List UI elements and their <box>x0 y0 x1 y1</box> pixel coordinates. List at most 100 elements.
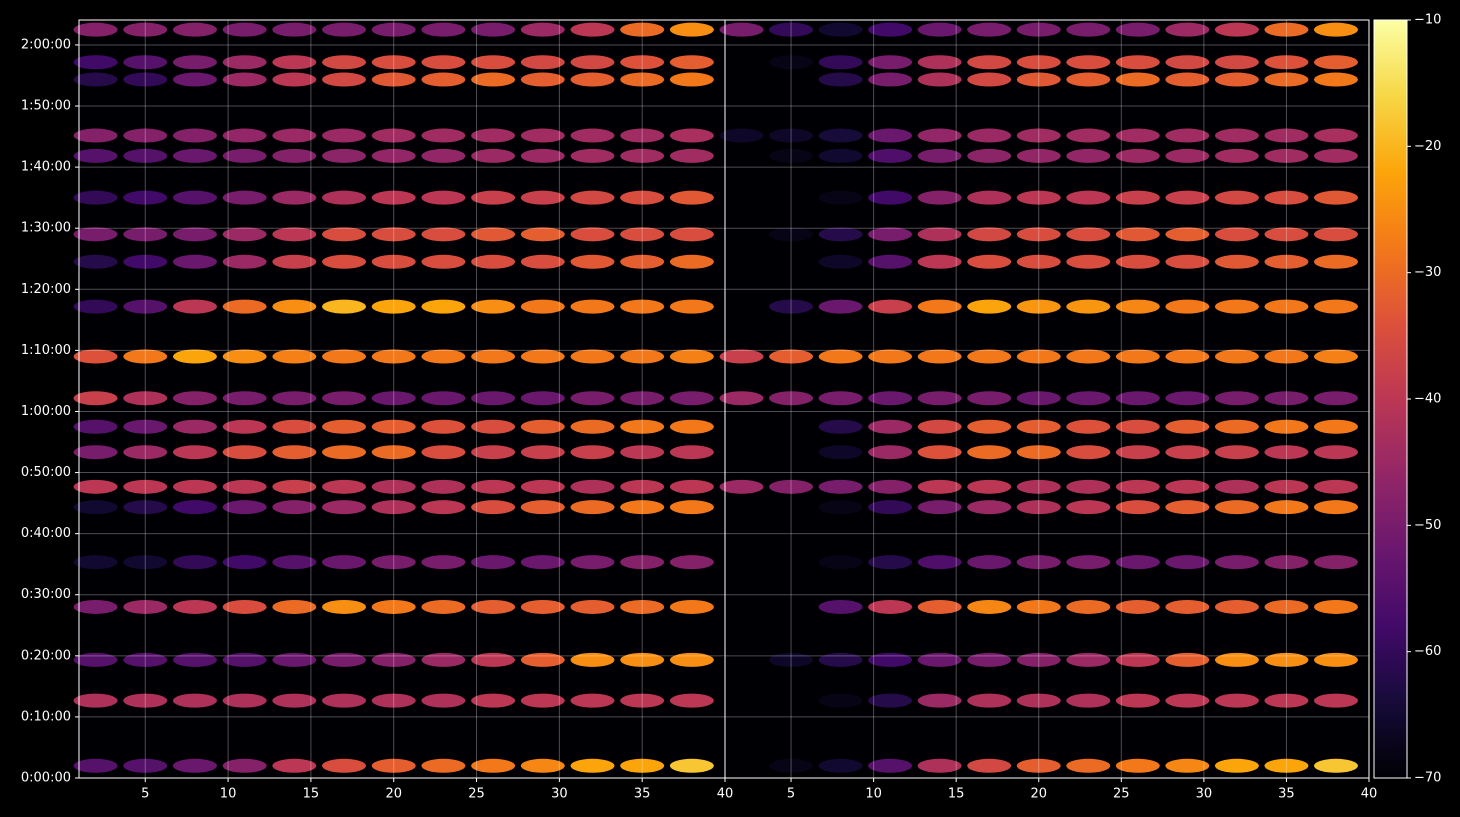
heat-cell <box>471 693 516 708</box>
heat-cell <box>1264 72 1309 87</box>
heat-cell <box>1115 72 1160 87</box>
heat-cell <box>719 445 764 460</box>
heat-cell <box>769 445 814 460</box>
heat-cell <box>322 555 367 570</box>
heat-cell <box>1264 55 1309 70</box>
heat-cell <box>371 190 416 205</box>
y-tick-label: 0:30:00 <box>21 587 71 602</box>
heat-cell <box>620 555 665 570</box>
heat-cell <box>172 693 217 708</box>
heat-cell <box>222 391 267 406</box>
heat-cell <box>421 128 466 143</box>
heat-cell <box>1165 500 1210 515</box>
heat-cell <box>719 299 764 314</box>
heat-cell <box>222 299 267 314</box>
heat-cell <box>520 128 565 143</box>
heat-cell <box>272 299 317 314</box>
heat-cell <box>967 22 1012 37</box>
heat-cell <box>520 479 565 494</box>
heat-cell <box>967 299 1012 314</box>
heat-cell <box>1016 445 1061 460</box>
heat-cell <box>1115 227 1160 242</box>
heat-cell <box>719 652 764 667</box>
x-tick-label: 30 <box>551 787 568 802</box>
heat-cell <box>73 227 118 242</box>
heat-cell <box>371 599 416 614</box>
heat-cell <box>1066 128 1111 143</box>
heat-cell <box>719 190 764 205</box>
heat-cell <box>520 599 565 614</box>
heat-cell <box>1165 693 1210 708</box>
heat-cell <box>1016 128 1061 143</box>
heat-cell <box>1165 391 1210 406</box>
colorbar-tick-label: −20 <box>1414 139 1441 154</box>
heat-cell <box>769 555 814 570</box>
heat-cell <box>172 419 217 434</box>
heat-cell <box>818 22 863 37</box>
heat-cell <box>719 599 764 614</box>
heat-cell <box>371 72 416 87</box>
heat-cell <box>272 479 317 494</box>
heat-cell <box>172 299 217 314</box>
heat-cell <box>570 445 615 460</box>
heat-cell <box>719 419 764 434</box>
heat-cell <box>818 652 863 667</box>
heat-cell <box>1115 500 1160 515</box>
heat-cell <box>1165 227 1210 242</box>
heat-cell <box>570 599 615 614</box>
heat-cell <box>520 227 565 242</box>
heat-cell <box>272 55 317 70</box>
heat-cell <box>222 500 267 515</box>
heat-cell <box>620 445 665 460</box>
heat-cell <box>1115 299 1160 314</box>
heat-cell <box>1066 299 1111 314</box>
heat-cell <box>719 500 764 515</box>
heat-cell <box>73 254 118 269</box>
heat-cell <box>371 652 416 667</box>
heat-cell <box>520 500 565 515</box>
heat-cell <box>1165 419 1210 434</box>
heat-cell <box>868 128 913 143</box>
heat-cell <box>967 693 1012 708</box>
heat-cell <box>967 254 1012 269</box>
heat-cell <box>172 479 217 494</box>
heat-cell <box>520 652 565 667</box>
heat-cell <box>421 652 466 667</box>
y-tick-label: 2:00:00 <box>21 37 71 52</box>
heat-cell <box>967 479 1012 494</box>
heat-cell <box>1066 419 1111 434</box>
heat-cell <box>222 22 267 37</box>
heat-cell <box>1165 55 1210 70</box>
heat-cell <box>769 652 814 667</box>
heat-cell <box>1115 55 1160 70</box>
y-tick-label: 1:10:00 <box>21 343 71 358</box>
heat-cell <box>322 391 367 406</box>
heat-cell <box>570 500 615 515</box>
heat-cell <box>1264 758 1309 773</box>
heat-cell <box>967 148 1012 163</box>
heat-cell <box>669 500 714 515</box>
heat-cell <box>1313 391 1358 406</box>
heat-cell <box>222 652 267 667</box>
heat-cell <box>917 190 962 205</box>
heat-cell <box>471 419 516 434</box>
colorbar-tick-label: −10 <box>1414 13 1441 28</box>
heat-cell <box>222 758 267 773</box>
heat-cell <box>967 55 1012 70</box>
heat-cell <box>371 22 416 37</box>
heat-cell <box>1165 479 1210 494</box>
heat-cell <box>570 148 615 163</box>
heat-cell <box>172 227 217 242</box>
heat-cell <box>570 299 615 314</box>
heat-cell <box>1313 555 1358 570</box>
heat-cell <box>917 693 962 708</box>
heat-cell <box>769 500 814 515</box>
colorbar-tick-label: −50 <box>1414 518 1441 533</box>
heat-cell <box>471 479 516 494</box>
heat-cell <box>1264 652 1309 667</box>
heat-cell <box>818 693 863 708</box>
heat-cell <box>123 148 168 163</box>
heat-cell <box>1066 72 1111 87</box>
heat-cell <box>172 555 217 570</box>
heat-cell <box>272 555 317 570</box>
